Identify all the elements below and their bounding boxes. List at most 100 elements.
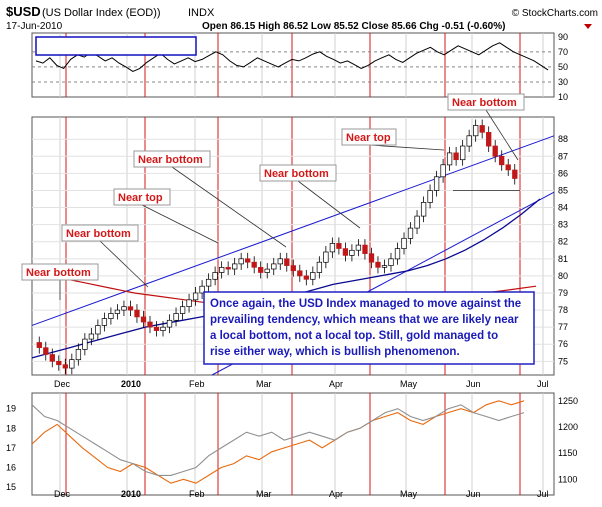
rsi-tick-label: 50 bbox=[558, 62, 568, 72]
candle-body bbox=[420, 202, 427, 217]
gold-right-tick-label: 1200 bbox=[558, 422, 578, 432]
candle-body bbox=[453, 152, 459, 161]
x-axis-label: Mar bbox=[256, 489, 272, 499]
ticker-name: (US Dollar Index (EOD)) bbox=[42, 7, 161, 19]
candle-body bbox=[440, 164, 446, 178]
candle-body bbox=[75, 349, 82, 361]
gold-left-tick-label: 18 bbox=[6, 423, 16, 433]
candle-body bbox=[433, 176, 440, 191]
candle-body bbox=[466, 135, 472, 147]
annotation-label: Near bottom bbox=[138, 154, 203, 166]
x-axis-label: Jul bbox=[537, 489, 549, 499]
candle-body bbox=[388, 258, 394, 266]
commentary-line: rise either way, which is bullish phenom… bbox=[210, 346, 460, 358]
candle-body bbox=[381, 265, 388, 268]
usd-tick-label: 79 bbox=[558, 288, 568, 298]
x-axis-label: Jun bbox=[466, 489, 481, 499]
candle-body bbox=[303, 275, 309, 280]
x-axis-label: Mar bbox=[256, 379, 272, 389]
candle-body bbox=[179, 306, 186, 314]
annotation-label: Near top bbox=[118, 192, 163, 204]
usd-tick-label: 81 bbox=[558, 254, 568, 264]
channel-upper-line bbox=[31, 135, 555, 326]
annotation-leader bbox=[368, 144, 445, 151]
candle-body bbox=[355, 244, 362, 251]
candle-body bbox=[219, 267, 225, 273]
candle-body bbox=[186, 299, 192, 307]
candle-body bbox=[362, 244, 368, 254]
commentary-line: Once again, the USD Index managed to mov… bbox=[210, 298, 521, 310]
candle-body bbox=[414, 215, 420, 229]
x-axis-label: Feb bbox=[189, 379, 205, 389]
x-axis-label: Dec bbox=[54, 379, 71, 389]
candle-body bbox=[499, 155, 505, 166]
candle-body bbox=[95, 325, 101, 335]
candle-body bbox=[401, 237, 407, 249]
x-axis-label: 2010 bbox=[121, 379, 141, 389]
rsi-line bbox=[35, 42, 549, 72]
annotation-label: Near bottom bbox=[26, 267, 91, 279]
usd-tick-label: 77 bbox=[558, 322, 568, 332]
rsi-tick-label: 90 bbox=[558, 32, 568, 42]
candle-body bbox=[192, 292, 199, 301]
candle-body bbox=[486, 132, 492, 147]
usd-tick-label: 82 bbox=[558, 237, 568, 247]
candle-body bbox=[173, 313, 179, 321]
annotation-leader bbox=[171, 166, 287, 248]
gold-left-tick-label: 16 bbox=[6, 463, 16, 473]
usd-tick-label: 75 bbox=[558, 356, 568, 366]
candle-body bbox=[140, 316, 147, 323]
candle-body bbox=[212, 272, 218, 280]
candle-body bbox=[199, 285, 205, 294]
candle-body bbox=[245, 258, 251, 263]
candle-body bbox=[232, 263, 238, 270]
candle-body bbox=[49, 354, 55, 362]
candle-body bbox=[62, 364, 68, 369]
candle-body bbox=[82, 338, 88, 350]
commentary-line: a local bottom, not a local top. Still, … bbox=[210, 330, 498, 342]
candle-body bbox=[407, 227, 414, 239]
usd-tick-label: 78 bbox=[558, 305, 568, 315]
annotation-leader bbox=[485, 109, 519, 161]
gold-series-line bbox=[31, 400, 525, 484]
usd-tick-label: 85 bbox=[558, 185, 568, 195]
annotation-box bbox=[113, 188, 171, 206]
annotation-leader bbox=[297, 180, 361, 229]
annotation-box bbox=[447, 93, 525, 111]
gold-right-tick-label: 1150 bbox=[558, 448, 577, 458]
candle-body bbox=[114, 309, 121, 314]
website-banner bbox=[35, 36, 197, 56]
x-axis-label: Dec bbox=[54, 489, 71, 499]
usd-tick-label: 76 bbox=[558, 339, 568, 349]
candle-body bbox=[225, 267, 231, 270]
usd-tick-label: 86 bbox=[558, 168, 568, 178]
candle-body bbox=[375, 261, 381, 268]
annotation-box bbox=[259, 164, 337, 182]
ticker-symbol: $USD bbox=[6, 4, 41, 19]
brand-label: © StockCharts.com bbox=[512, 8, 598, 19]
candle-body bbox=[297, 270, 303, 277]
gold-right-tick-label: 1100 bbox=[558, 474, 577, 484]
candle-body bbox=[127, 306, 134, 311]
annotation-box bbox=[21, 263, 99, 281]
candle-body bbox=[56, 360, 62, 366]
candle-body bbox=[277, 258, 283, 265]
candle-body bbox=[492, 145, 498, 157]
candle-body bbox=[258, 267, 264, 273]
candle-body bbox=[160, 326, 166, 331]
rsi-tick-label: 30 bbox=[558, 77, 568, 87]
candle-body bbox=[368, 253, 375, 263]
rsi-tick-label: 70 bbox=[558, 47, 568, 57]
candle-body bbox=[108, 313, 114, 319]
annotation-box bbox=[61, 224, 139, 242]
candle-body bbox=[460, 145, 466, 161]
date-label: 17-Jun-2010 bbox=[6, 21, 63, 32]
candle-body bbox=[69, 359, 75, 369]
candle-body bbox=[323, 251, 329, 263]
candle-body bbox=[342, 248, 349, 256]
x-axis-label: Apr bbox=[329, 379, 343, 389]
x-axis-label: 2010 bbox=[121, 489, 141, 499]
candle-body bbox=[251, 261, 257, 268]
